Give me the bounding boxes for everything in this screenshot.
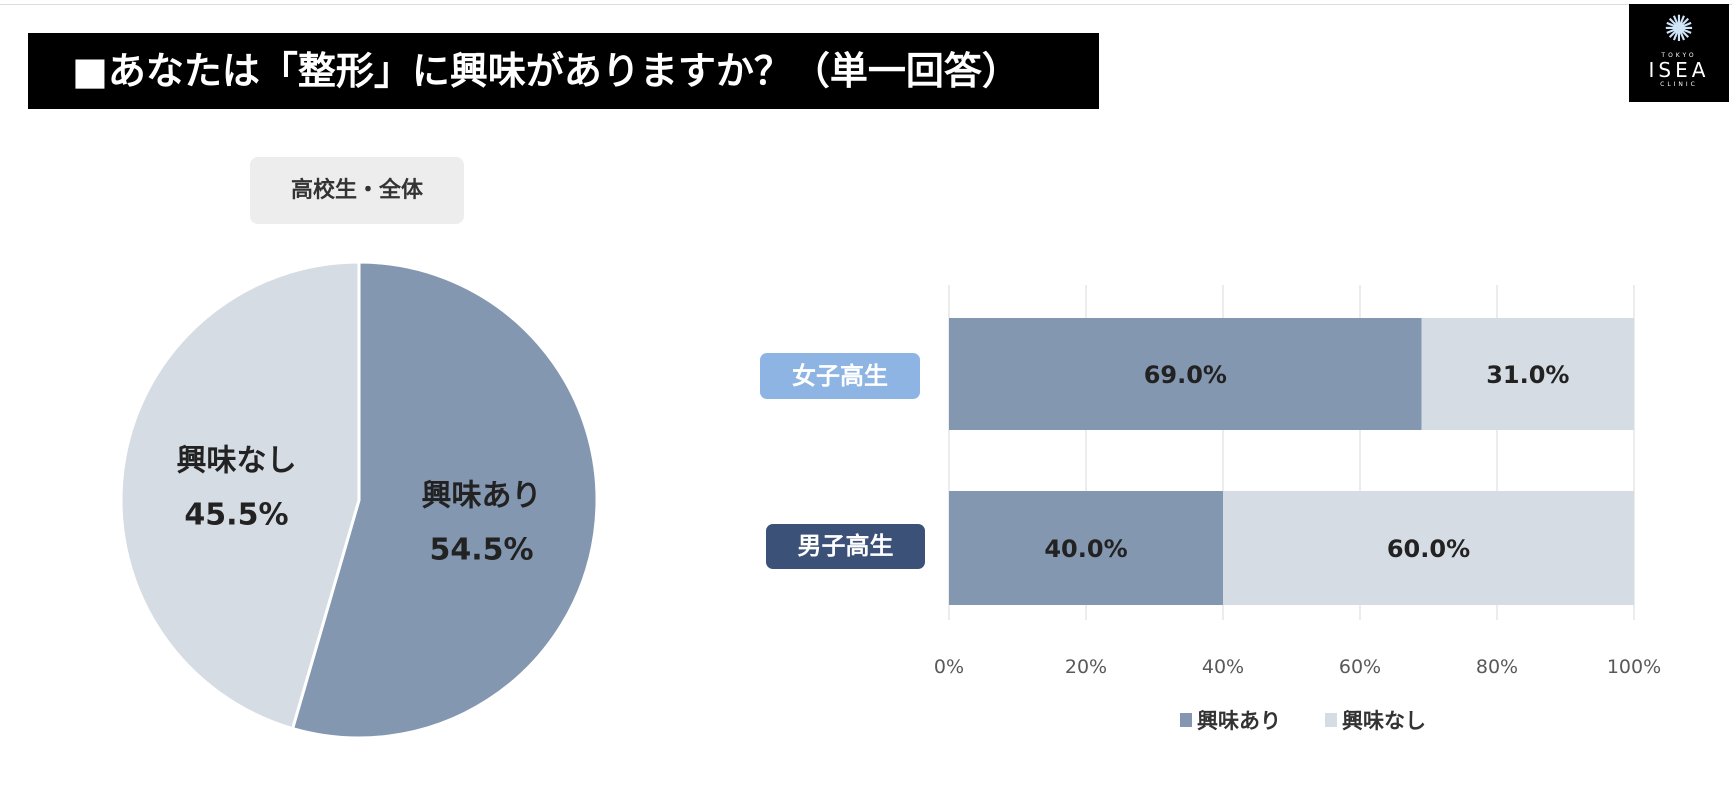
pie-value: 54.5%	[429, 532, 533, 567]
bar-value-label: 60.0%	[1387, 535, 1470, 563]
legend-label: 興味あり	[1197, 709, 1281, 733]
x-tick-label: 100%	[1607, 656, 1661, 678]
pie-slice	[290, 260, 599, 740]
legend-swatch	[1180, 713, 1192, 727]
pie-value: 45.5%	[184, 498, 288, 533]
bar-segment	[949, 318, 1422, 430]
category-label-girls: 女子高生	[760, 353, 920, 399]
logo-top: TOKYO	[1661, 52, 1697, 59]
x-tick-label: 40%	[1202, 656, 1244, 678]
flower-icon: ✺	[1663, 9, 1695, 50]
bar-segment	[1421, 318, 1634, 430]
bar-segment	[1223, 491, 1634, 605]
legend-swatch	[1325, 713, 1337, 727]
x-tick-label: 0%	[934, 656, 964, 678]
category-label-boys: 男子高生	[766, 524, 925, 569]
legend-label: 興味なし	[1342, 709, 1426, 733]
pie-label: 興味あり	[422, 478, 542, 513]
logo-bottom: CLINIC	[1660, 81, 1698, 88]
pie-slice	[119, 260, 361, 731]
logo-main: ISEA	[1648, 58, 1710, 82]
top-border	[0, 4, 1732, 5]
bar-value-label: 31.0%	[1486, 361, 1569, 389]
bar-segment	[949, 491, 1223, 605]
bar-value-label: 69.0%	[1144, 361, 1227, 389]
x-tick-label: 80%	[1476, 656, 1518, 678]
x-tick-label: 60%	[1339, 656, 1381, 678]
bar-value-label: 40.0%	[1044, 535, 1127, 563]
pie-title: 高校生・全体	[250, 157, 464, 224]
x-tick-label: 20%	[1065, 656, 1107, 678]
isea-clinic-logo: ✺ TOKYO ISEA CLINIC	[1629, 4, 1729, 102]
pie-label: 興味なし	[176, 444, 296, 479]
page-title: ■あなたは「整形」に興味がありますか？（単一回答）	[28, 33, 1099, 109]
